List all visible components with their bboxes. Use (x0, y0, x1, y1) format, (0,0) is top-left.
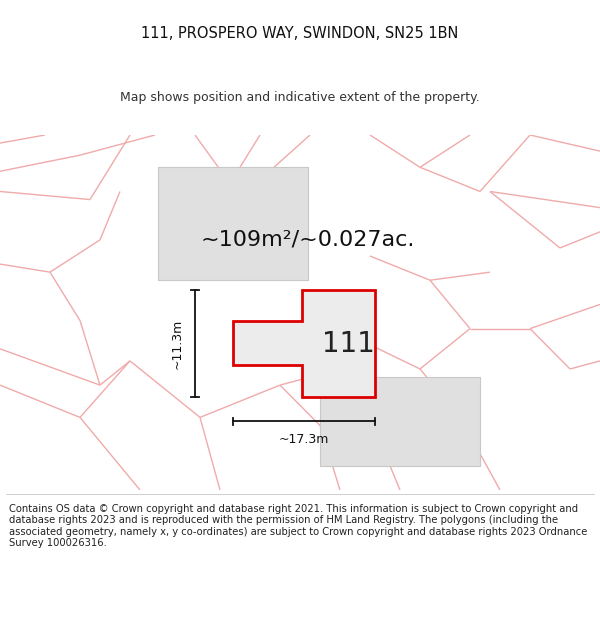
Text: Contains OS data © Crown copyright and database right 2021. This information is : Contains OS data © Crown copyright and d… (9, 504, 587, 548)
Polygon shape (320, 377, 480, 466)
Text: ~109m²/~0.027ac.: ~109m²/~0.027ac. (201, 230, 415, 250)
Text: ~17.3m: ~17.3m (279, 432, 329, 446)
Text: 111, PROSPERO WAY, SWINDON, SN25 1BN: 111, PROSPERO WAY, SWINDON, SN25 1BN (142, 26, 458, 41)
Text: Map shows position and indicative extent of the property.: Map shows position and indicative extent… (120, 91, 480, 104)
Text: 111: 111 (322, 329, 375, 357)
Text: ~11.3m: ~11.3m (170, 318, 184, 369)
Polygon shape (158, 168, 308, 280)
Polygon shape (233, 290, 375, 398)
